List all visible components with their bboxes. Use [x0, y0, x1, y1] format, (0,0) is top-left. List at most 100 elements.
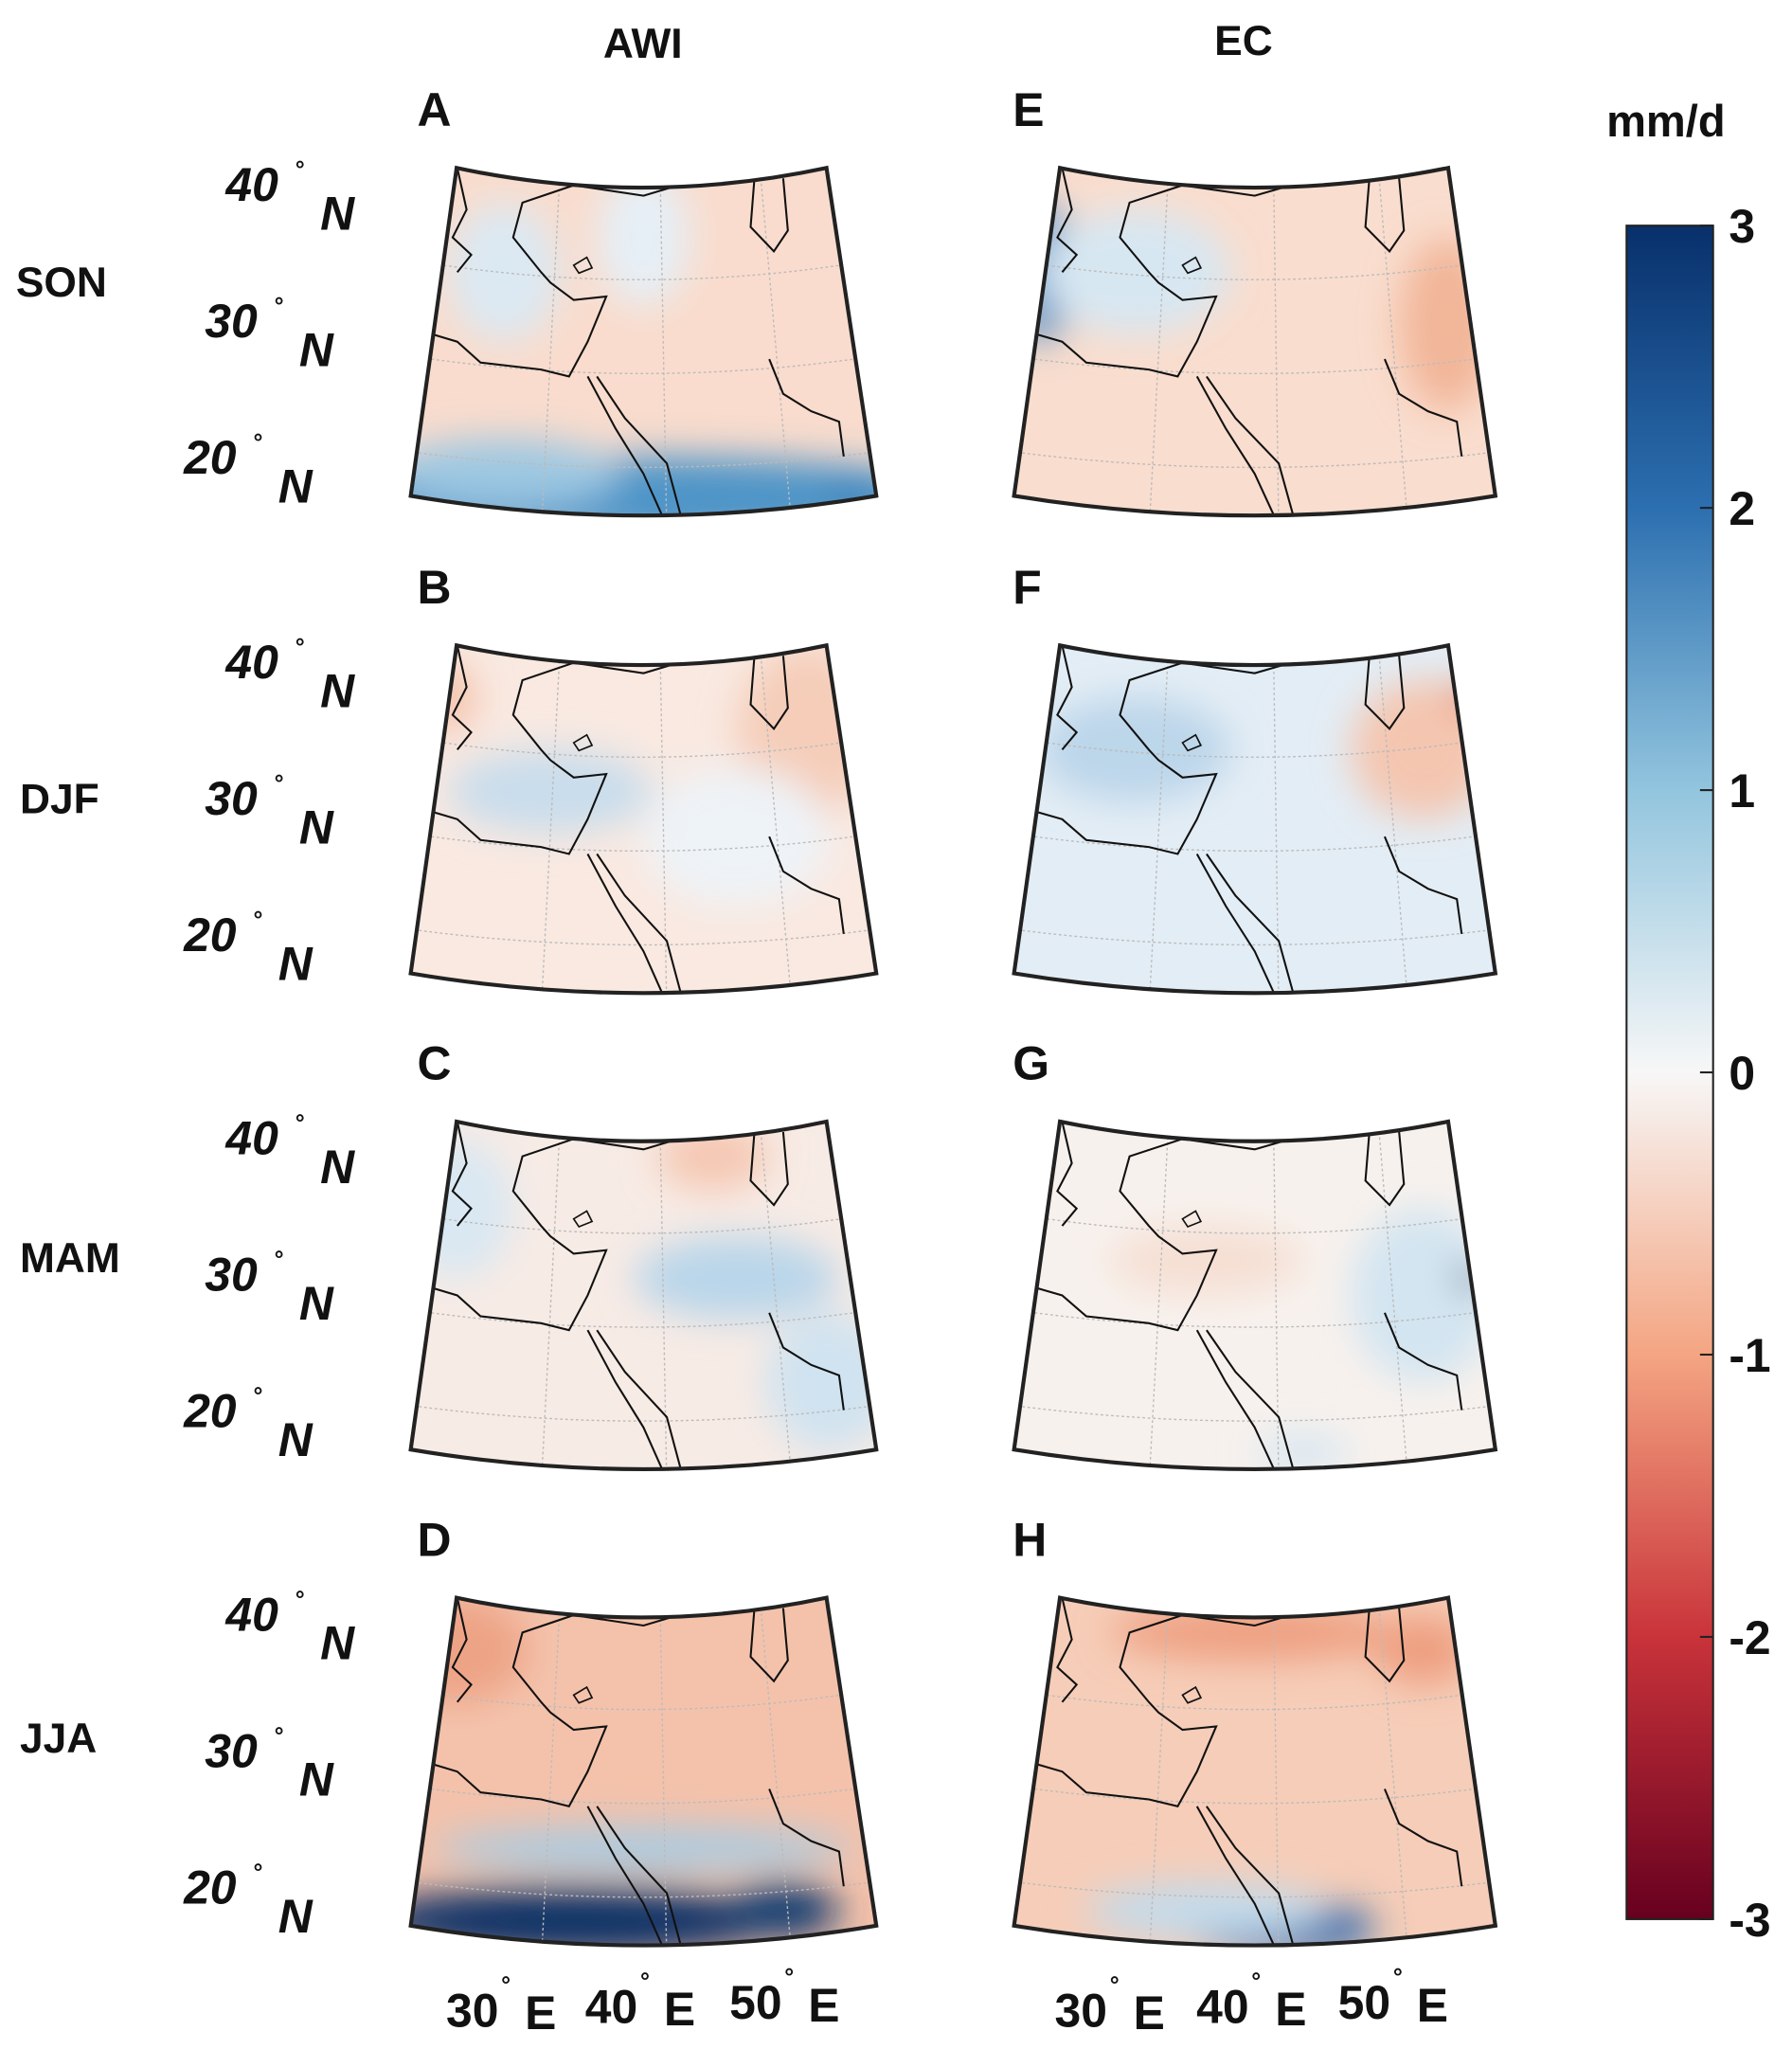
graticule-line [540, 1121, 562, 1469]
map-panel-h: H [1012, 1513, 1498, 1948]
svg-text:N: N [320, 664, 355, 717]
coastline [768, 836, 845, 935]
coastline-cyprus [572, 1685, 594, 1704]
coastline [768, 1788, 845, 1887]
panel-letter: D [418, 1513, 452, 1566]
map-panel-f: F [1012, 561, 1498, 996]
field-anomaly [1254, 1434, 1352, 1469]
lat-label-30n: 30 ° N [205, 293, 334, 376]
svg-text:30: 30 [446, 1984, 498, 2037]
lat-label-20n: 20 ° N [183, 429, 314, 512]
panel-letter: B [418, 561, 452, 614]
graticule-line [1148, 1597, 1170, 1946]
field-anomaly [634, 1236, 839, 1321]
map-panel-b: B [408, 561, 879, 996]
coastline [586, 1806, 664, 1946]
svg-text:N: N [299, 323, 334, 376]
svg-text:30: 30 [1055, 1984, 1107, 2037]
svg-text:°: ° [275, 1722, 284, 1749]
graticule-line [1148, 645, 1170, 994]
graticule-line [1377, 168, 1410, 516]
row-label-djf: DJF [20, 777, 99, 823]
coastline [1037, 1610, 1303, 1808]
svg-text:50: 50 [1338, 1976, 1390, 2029]
svg-text:N: N [320, 1141, 355, 1194]
svg-text:°: ° [296, 634, 305, 660]
svg-text:40: 40 [1196, 1980, 1248, 2033]
coastline [451, 645, 473, 751]
field-anomaly [1351, 679, 1496, 819]
svg-text:°: ° [501, 1971, 511, 1998]
svg-text:N: N [278, 1890, 314, 1943]
map-frame [1012, 642, 1498, 996]
svg-text:30: 30 [205, 1724, 258, 1777]
svg-text:N: N [320, 1617, 355, 1670]
coastline [596, 1329, 682, 1469]
svg-text:40: 40 [224, 158, 278, 211]
svg-text:°: ° [296, 1586, 305, 1612]
map-panel-e: E [1012, 83, 1498, 518]
colorbar-tick-label: 1 [1729, 764, 1755, 818]
coastline [451, 168, 473, 273]
lat-label-40n: 40 ° N [224, 156, 355, 240]
svg-text:°: ° [253, 1383, 262, 1410]
svg-text:20: 20 [183, 908, 237, 962]
lon-label-40e: 40 ° E [1196, 1968, 1306, 2036]
coastline [749, 168, 789, 253]
svg-text:N: N [278, 459, 314, 512]
panel-letter: H [1012, 1513, 1047, 1566]
lon-label-50e: 50 ° E [1338, 1964, 1448, 2032]
graticule-line [1047, 742, 1462, 758]
coastline [1056, 1597, 1079, 1703]
colorbar-gradient [1625, 225, 1714, 1920]
field-anomaly [1110, 1226, 1303, 1296]
svg-text:N: N [278, 937, 314, 990]
coastline [1037, 180, 1303, 378]
coastline [749, 645, 789, 731]
panel-letter: C [418, 1037, 452, 1090]
svg-text:20: 20 [183, 431, 237, 484]
svg-text:°: ° [253, 907, 262, 933]
coastline [433, 1134, 690, 1332]
coastline [596, 375, 682, 516]
coastline [1056, 645, 1079, 751]
svg-text:N: N [299, 1277, 334, 1330]
svg-text:30: 30 [205, 295, 258, 348]
colorbar-tick-label: 0 [1729, 1047, 1755, 1100]
row-label-son: SON [16, 260, 107, 306]
field-anomaly [643, 766, 831, 907]
map-panel-c: C [408, 1037, 879, 1471]
coastline [1206, 853, 1295, 994]
lon-label-30e: 30 ° E [1055, 1971, 1165, 2040]
svg-text:°: ° [1393, 1964, 1403, 1990]
row-label-mam: MAM [20, 1235, 120, 1282]
panel-letter: A [418, 83, 452, 136]
field-anomaly [1038, 697, 1231, 802]
map-panel-g: G [1012, 1037, 1498, 1471]
coastline [1195, 853, 1276, 994]
colorbar-tick-label: -1 [1729, 1329, 1770, 1382]
graticule-line [759, 168, 794, 516]
lat-label-20n: 20 ° N [183, 907, 314, 990]
graticule-line [540, 1597, 562, 1946]
latitude-labels: 40 ° N 30 ° N 20 ° N 40 ° N 30 ° N 20 ° N 40 ° N 30 ° N 20 ° N 40 ° N… [183, 156, 355, 1943]
graticule-line [759, 1597, 794, 1946]
graticule-line [1022, 1881, 1487, 1898]
coastline [1056, 1121, 1079, 1227]
graticule-line [1272, 168, 1280, 516]
graticule-line [1047, 264, 1462, 280]
coastline [433, 1610, 690, 1808]
longitude-labels: 30 °E 40 °E 50 °E 30 °E 40 °E 50 °E [446, 1964, 1448, 2040]
lon-label-30e: 30 ° E [446, 1971, 556, 2040]
svg-text:20: 20 [183, 1385, 237, 1438]
graticule-line [1022, 1406, 1487, 1422]
field-anomaly [447, 749, 654, 834]
coastline [1383, 1788, 1463, 1887]
svg-text:°: ° [253, 1859, 262, 1885]
coastline-cyprus [572, 1210, 594, 1229]
graticule-line [431, 358, 854, 375]
graticule-line [540, 168, 562, 516]
graticule-line [659, 1597, 668, 1946]
field-anomaly [410, 1139, 513, 1279]
graticule-line [443, 264, 841, 280]
